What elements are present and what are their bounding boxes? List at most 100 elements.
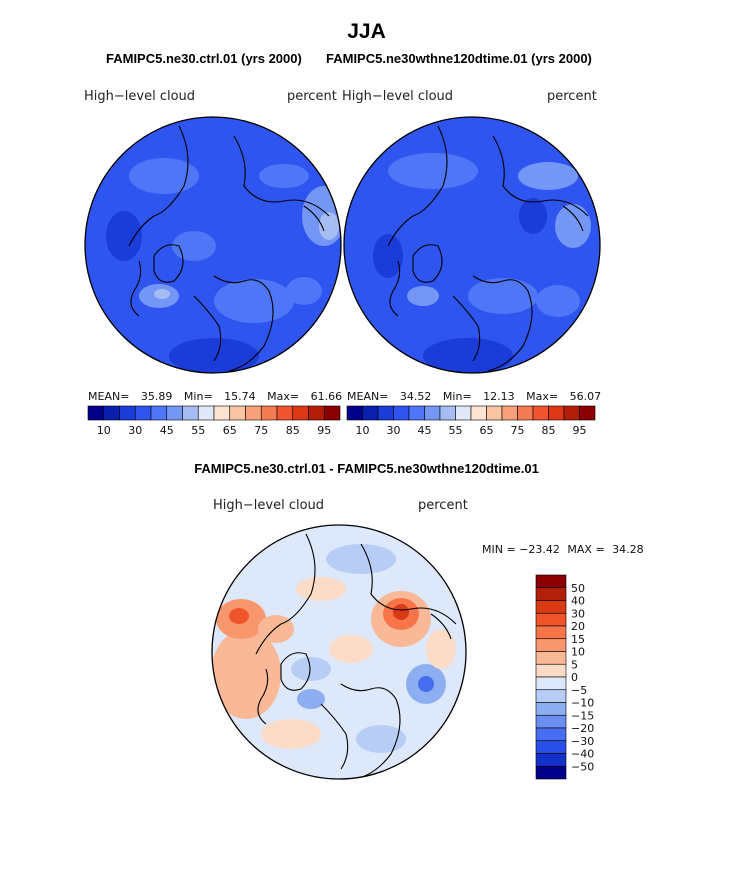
panel2-colorbar-tick-label: 95 [573,424,587,437]
panel1-colorbar-swatch [323,405,341,421]
panel2-colorbar-swatch [408,405,425,421]
panel1-min-label: Min= [183,390,213,403]
difference-colorbar-tick-label: −40 [571,748,594,761]
difference-colorbar-tick-label: −20 [571,722,594,735]
difference-colorbar-swatch [535,638,567,652]
panel2-colorbar-tick-label: 65 [480,424,494,437]
panel1-colorbar-swatch [308,405,325,421]
difference-colorbar-tick-label: 40 [571,595,585,608]
difference-min-value: −23.42 [519,543,560,556]
difference-field [212,544,456,753]
panel1-colorbar-swatch [197,405,215,421]
panel1-polar-map [84,116,342,374]
panel1-max-value: 61.66 [310,390,343,403]
panel2-colorbar-swatch [455,405,472,421]
panel1-colorbar-tick-label: 45 [160,424,174,437]
panel1-colorbar-tick-label: 65 [223,424,237,437]
difference-colorbar-swatch [535,612,567,627]
panel1-colorbar-swatch [213,405,231,421]
difference-colorbar-swatch [535,714,567,729]
panel2-colorbar-swatch [377,405,394,421]
difference-colorbar-tick-label: 30 [571,607,585,620]
difference-colorbar-swatch [535,753,567,767]
panel1-mean-label: MEAN= [88,390,130,403]
difference-colorbar-tick-label: 5 [571,658,578,671]
difference-max-value: 34.28 [612,543,644,556]
panel2-colorbar-swatch [470,405,487,421]
panel1-colorbar-tick-label: 10 [97,424,111,437]
panel1-colorbar: 10 30 45 55 65 75 85 95 [87,405,341,437]
panel2-colorbar-swatch [579,405,596,421]
panel1-stats: MEAN= 35.89 Min= 15.74 Max= 61.66 [88,390,342,403]
difference-coastlines [255,533,457,779]
panel2-max-value: 56.07 [569,390,602,403]
difference-colorbar-swatch [535,625,567,640]
difference-colorbar-swatch [535,651,567,665]
panel2-colorbar-swatch [362,405,379,421]
panel2-colorbar-tick-label: 10 [356,424,370,437]
difference-units-label: percent [418,498,468,513]
panel2-stats: MEAN= 34.52 Min= 12.13 Max= 56.07 [347,390,601,403]
panel1-colorbar-swatch [245,405,262,421]
difference-colorbar-tick-label: −10 [571,697,594,710]
difference-colorbar-tick-label: −15 [571,709,594,722]
panel2-polar-map [343,116,601,374]
difference-colorbar-tick-label: −30 [571,735,594,748]
difference-colorbar-swatch [535,689,567,703]
panel1-mean-value: 35.89 [140,390,173,403]
difference-title: FAMIPC5.ne30.ctrl.01 - FAMIPC5.ne30wthne… [194,461,539,476]
panel2-colorbar-tick-label: 55 [449,424,463,437]
panel1-colorbar-swatch [276,405,294,421]
difference-colorbar-tick-label: −50 [571,760,594,773]
case1-title: FAMIPC5.ne30.ctrl.01 (yrs 2000) [106,51,302,66]
panel2-colorbar-swatch [424,405,441,421]
difference-polar-map [211,524,467,780]
difference-max-label: MAX = [567,543,609,556]
panel2-colorbar: 10 30 45 55 65 75 85 95 [346,405,596,437]
difference-colorbar-swatch [535,663,567,678]
panel1-colorbar-swatch [150,405,168,421]
difference-colorbar-swatch [535,574,567,589]
difference-colorbar-tick-label: 15 [571,633,585,646]
difference-variable-label: High−level cloud [213,498,325,513]
difference-colorbar-swatch [535,727,567,742]
panel2-min-value: 12.13 [483,390,515,403]
panel2-colorbar-tick-label: 30 [387,424,401,437]
difference-colorbar-swatch [535,676,567,691]
panel1-variable-label: High−level cloud [84,89,196,104]
panel1-min-value: 15.74 [224,390,256,403]
difference-colorbar-swatch [535,600,567,614]
panel1-colorbar-tick-label: 75 [254,424,268,437]
panel2-colorbar-swatch [563,405,580,421]
panel1-colorbar-swatch [292,405,309,421]
difference-colorbar-tick-label: 0 [571,671,578,684]
panel2-colorbar-swatch [486,405,503,421]
panel1-colorbar-swatch [166,405,183,421]
case2-title: FAMIPC5.ne30wthne120dtime.01 (yrs 2000) [326,51,592,66]
panel2-max-label: Max= [526,390,559,403]
panel2-coastlines [387,125,589,372]
panel2-variable-label: High−level cloud [342,89,454,104]
difference-min-label: MIN = [482,543,520,556]
panel1-field [106,158,341,373]
difference-colorbar-swatch [535,740,567,754]
panel1-colorbar-swatch [103,405,120,421]
panel1-colorbar-swatch [182,405,199,421]
panel2-field [373,153,591,373]
panel1-max-label: Max= [267,390,300,403]
panel1-colorbar-swatch [87,405,105,421]
panel2-colorbar-tick-label: 75 [511,424,525,437]
panel1-colorbar-tick-label: 55 [191,424,205,437]
panel2-colorbar-swatch [439,405,456,421]
panel2-colorbar-swatch [548,405,565,421]
difference-colorbar-tick-label: 20 [571,620,585,633]
panel1-colorbar-swatch [229,405,246,421]
panel2-colorbar-swatch [393,405,410,421]
panel2-min-label: Min= [442,390,472,403]
panel2-colorbar-swatch [517,405,534,421]
panel1-colorbar-swatch [260,405,278,421]
panel2-colorbar-swatch [501,405,518,421]
difference-colorbar-tick-label: −5 [571,684,587,697]
panel2-colorbar-tick-label: 85 [542,424,556,437]
